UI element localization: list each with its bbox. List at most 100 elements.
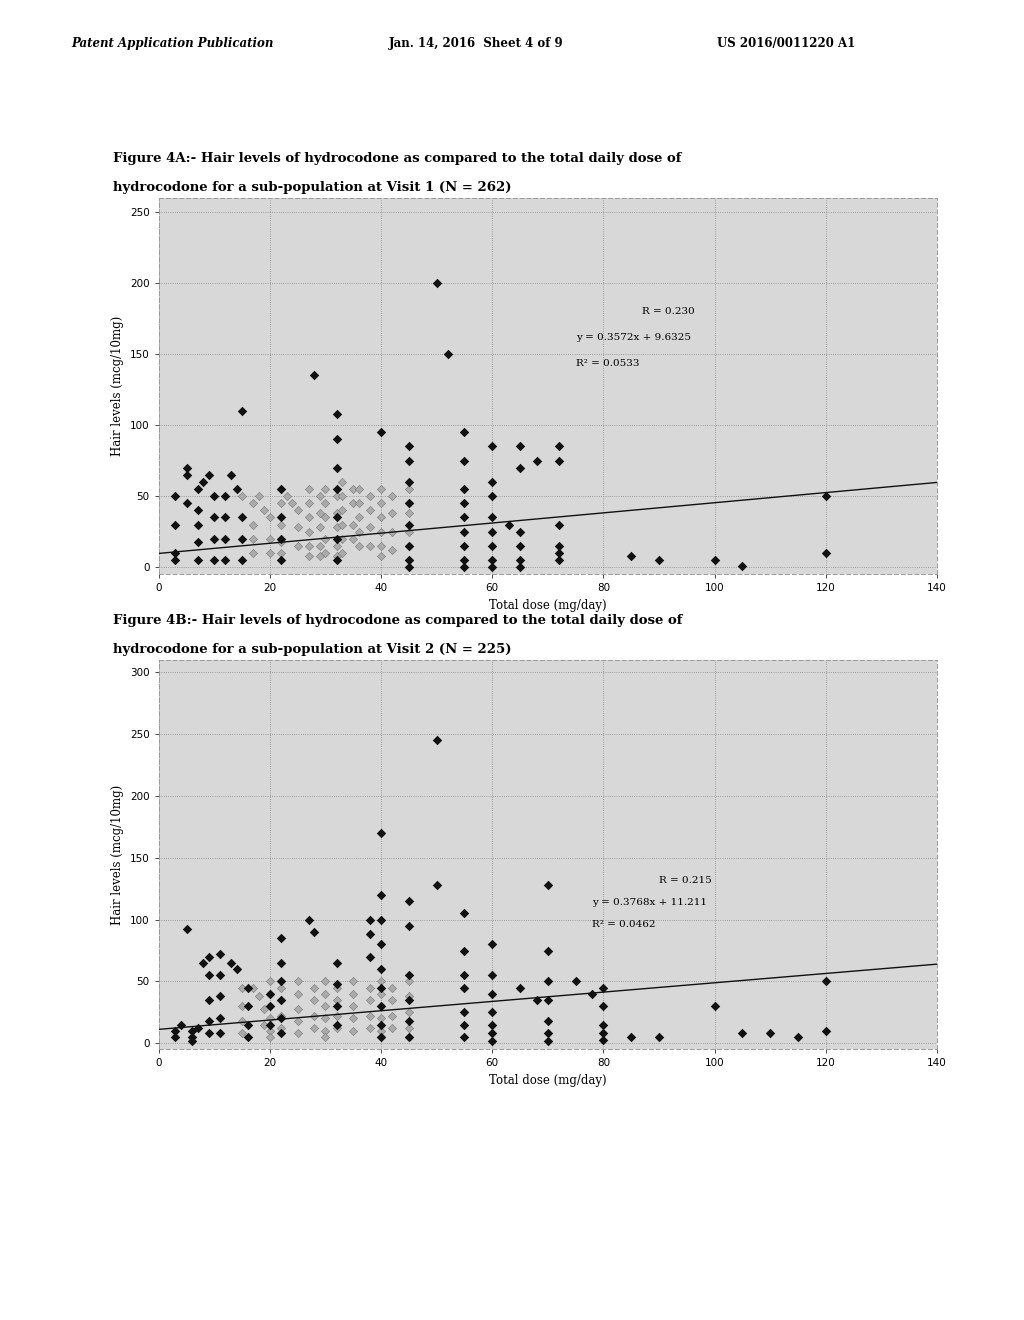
Point <box>329 478 345 499</box>
Point <box>345 528 361 549</box>
Point <box>345 1020 361 1041</box>
Point <box>400 535 417 556</box>
Point <box>373 521 389 543</box>
Point <box>595 1030 611 1051</box>
Point <box>584 983 600 1005</box>
Point <box>279 486 295 507</box>
Point <box>228 478 245 499</box>
Point <box>400 471 417 492</box>
Point <box>350 492 367 513</box>
Point <box>262 983 279 1005</box>
Point <box>228 958 245 979</box>
Point <box>206 507 222 528</box>
Point <box>262 995 279 1016</box>
Point <box>373 970 389 991</box>
Point <box>551 513 567 535</box>
Point <box>817 970 834 991</box>
Point <box>384 503 400 524</box>
Point <box>457 549 473 570</box>
Point <box>373 822 389 843</box>
Point <box>484 557 501 578</box>
Y-axis label: Hair levels (mcg/10mg): Hair levels (mcg/10mg) <box>112 784 124 925</box>
Text: R² = 0.0533: R² = 0.0533 <box>575 359 639 367</box>
Point <box>329 1018 345 1039</box>
Point <box>350 535 367 556</box>
Point <box>512 549 528 570</box>
Point <box>329 1006 345 1027</box>
Point <box>306 977 323 998</box>
Point <box>350 478 367 499</box>
Point <box>400 478 417 499</box>
Point <box>817 486 834 507</box>
Point <box>329 517 345 539</box>
Text: R = 0.215: R = 0.215 <box>659 875 712 884</box>
X-axis label: Total dose (mg/day): Total dose (mg/day) <box>489 1074 606 1086</box>
Point <box>301 521 317 543</box>
Point <box>272 507 289 528</box>
Point <box>195 952 211 973</box>
Point <box>345 1008 361 1030</box>
Point <box>245 977 261 998</box>
Point <box>384 977 400 998</box>
Point <box>189 478 206 499</box>
Point <box>317 1008 334 1030</box>
Point <box>262 1027 279 1048</box>
Y-axis label: Hair levels (mcg/10mg): Hair levels (mcg/10mg) <box>112 315 124 457</box>
Point <box>256 500 272 521</box>
Point <box>262 543 279 564</box>
Point <box>290 535 306 556</box>
Point <box>373 995 389 1016</box>
Point <box>272 970 289 991</box>
Point <box>400 965 417 986</box>
Point <box>206 486 222 507</box>
Point <box>361 977 378 998</box>
Point <box>484 549 501 570</box>
Point <box>540 874 556 895</box>
Text: US 2016/0011220 A1: US 2016/0011220 A1 <box>717 37 855 50</box>
Point <box>790 1027 806 1048</box>
Point <box>189 1018 206 1039</box>
Point <box>212 986 228 1007</box>
Point <box>361 924 378 945</box>
Point <box>428 730 444 751</box>
Point <box>551 535 567 556</box>
Point <box>212 965 228 986</box>
Point <box>262 1014 279 1035</box>
Point <box>306 921 323 942</box>
Point <box>512 436 528 457</box>
Point <box>428 273 444 294</box>
Point <box>178 465 195 486</box>
Point <box>457 535 473 556</box>
Point <box>201 465 217 486</box>
Point <box>734 1023 751 1044</box>
Point <box>400 990 417 1011</box>
Point <box>195 471 211 492</box>
Point <box>373 478 389 499</box>
Point <box>428 874 444 895</box>
Text: R = 0.230: R = 0.230 <box>642 308 695 317</box>
Point <box>551 450 567 471</box>
Point <box>334 543 350 564</box>
Point <box>651 549 668 570</box>
Point <box>189 549 206 570</box>
Point <box>217 528 233 549</box>
Point <box>373 884 389 906</box>
Point <box>457 940 473 961</box>
Point <box>272 531 289 552</box>
Point <box>361 1006 378 1027</box>
Point <box>501 513 517 535</box>
Point <box>623 1027 639 1048</box>
Point <box>457 557 473 578</box>
Point <box>345 492 361 513</box>
Point <box>167 513 183 535</box>
Point <box>484 1014 501 1035</box>
Point <box>290 983 306 1005</box>
Point <box>317 543 334 564</box>
Point <box>329 990 345 1011</box>
Point <box>484 1030 501 1051</box>
Point <box>400 521 417 543</box>
Point <box>272 952 289 973</box>
Point <box>373 977 389 998</box>
Point <box>484 1002 501 1023</box>
Point <box>245 492 261 513</box>
